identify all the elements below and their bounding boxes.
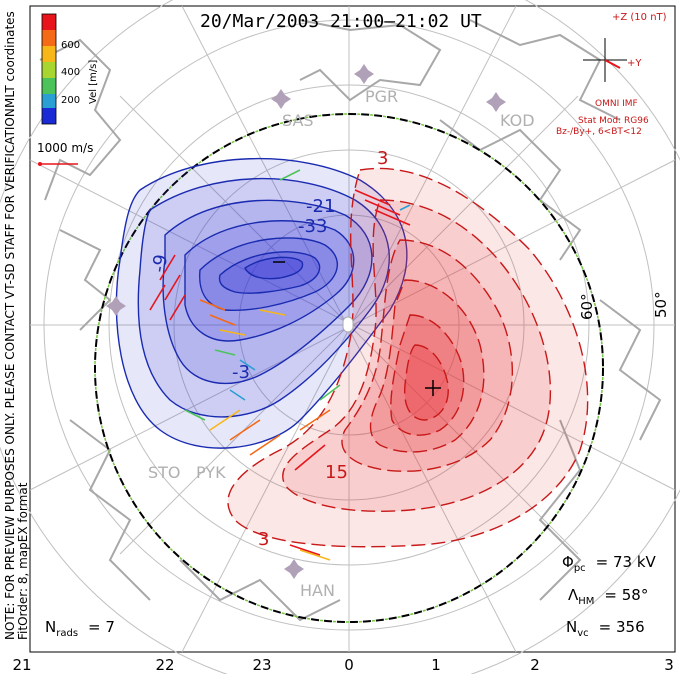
velocity-key-origin	[38, 162, 42, 166]
hm-latitude: ΛHM = 58°	[568, 586, 648, 607]
imf-scale-label: +Z (10 nT)	[612, 12, 667, 23]
colorbar-label: Vel [m/s]	[88, 60, 99, 104]
negative-potential-cell	[115, 157, 408, 449]
mlt-tick-0: 0	[344, 656, 354, 674]
mlt-tick-21: 21	[12, 656, 31, 674]
positive-potential-cell	[227, 167, 589, 548]
cross-polar-potential: Φpc = 73 kV	[562, 553, 657, 574]
station-label-pgr: PGR	[365, 87, 398, 106]
imf-y-axis-label: +Y	[627, 58, 642, 69]
station-label-kod: KOD	[500, 111, 535, 130]
pole-marker	[342, 316, 354, 333]
coastlines	[39, 19, 662, 622]
contour-label-pos-15: 15	[325, 462, 348, 483]
contour-label-neg-33: -33	[298, 216, 327, 237]
contour-label-neg-9: -9	[148, 253, 172, 274]
velocity-colorbar	[41, 13, 57, 125]
velocity-vectors	[149, 169, 411, 561]
colorbar-tick-200: 200	[61, 95, 80, 106]
imf-model-label: Stat Mod: RG96	[578, 116, 649, 126]
station-label-sto: STO	[148, 463, 181, 482]
station-label-han: HAN	[300, 581, 335, 600]
map-title: 20/Mar/2003 21:00–21:02 UT	[200, 11, 482, 32]
hm-boundary-green	[94, 113, 604, 623]
contour-label-neg-3: -3	[232, 362, 250, 383]
mlt-tick-2: 2	[530, 656, 540, 674]
contour-label-pos-3-top: 3	[377, 148, 388, 169]
radar-count: Nrads = 7	[45, 618, 115, 639]
imf-clock	[583, 38, 627, 82]
colorbar-tick-400: 400	[61, 67, 80, 78]
latitude-label-60: 60°	[578, 293, 596, 320]
vector-count: Nvc = 356	[566, 618, 645, 639]
mlt-tick-1: 1	[431, 656, 441, 674]
latitude-label-50: 50°	[652, 291, 670, 318]
colorbar-tick-600: 600	[61, 40, 80, 51]
contour-label-neg-21: -21	[306, 196, 335, 217]
mlt-tick-22: 22	[155, 656, 174, 674]
plot-frame	[29, 5, 676, 653]
mlt-tick-3: 3	[664, 656, 674, 674]
station-label-sas: SAS	[282, 111, 314, 130]
imf-source-label: OMNI IMF	[595, 99, 638, 109]
preview-note: NOTE: FOR PREVIEW PURPOSES ONLY. PLEASE …	[3, 104, 17, 640]
velocity-key-label: 1000 m/s	[37, 141, 93, 155]
imf-condition-label: Bz-/By+, 6<BT<12	[556, 127, 642, 137]
contour-label-pos-3-bottom: 3	[258, 529, 269, 550]
station-label-pyk: PYK	[196, 463, 226, 482]
coords-note: MLT coordinates	[3, 11, 17, 108]
station-markers	[106, 64, 506, 579]
mlt-tick-23: 23	[252, 656, 271, 674]
fit-order-note: FitOrder: 8, mapEX format	[16, 482, 30, 640]
